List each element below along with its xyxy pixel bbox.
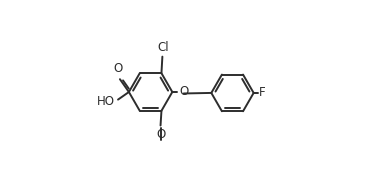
Text: O: O	[113, 62, 123, 75]
Text: O: O	[156, 128, 165, 141]
Text: HO: HO	[97, 95, 115, 108]
Text: Cl: Cl	[157, 41, 169, 54]
Text: O: O	[180, 85, 189, 98]
Text: F: F	[259, 86, 266, 99]
